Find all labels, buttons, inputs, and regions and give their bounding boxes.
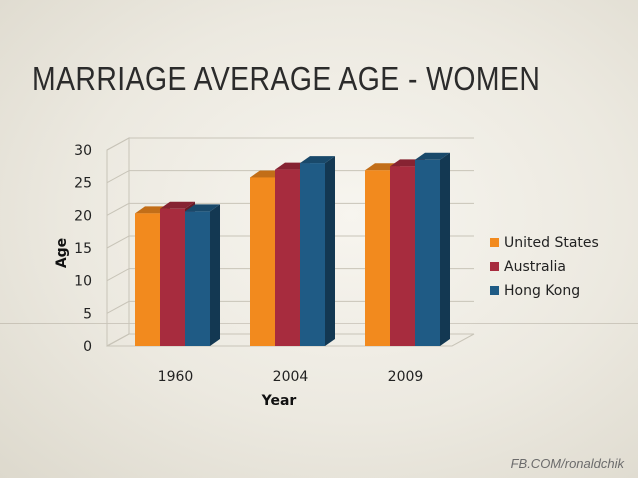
gridline-diagonal [106,300,130,314]
gridline-diagonal [106,268,130,282]
legend-swatch [490,286,499,295]
bar-side [325,156,335,346]
bar [250,177,275,346]
bar-top [300,156,335,164]
gridline-diagonal [106,333,130,347]
bar [135,213,160,346]
chart-axis-ticks: 0 5 10 15 20 25 30 1960 2004 2009 [74,143,423,385]
chart-legend: United States Australia Hong Kong [490,235,599,299]
y-tick-label: 20 [74,208,92,224]
x-tick-label: 2004 [273,369,309,385]
bar-side [440,152,450,346]
slide-title: MARRIAGE AVERAGE AGE - WOMEN [32,60,541,97]
y-tick-label: 5 [83,306,92,322]
legend-swatch [490,262,499,271]
gridline-diagonal [106,235,130,249]
y-tick-label: 10 [74,274,92,290]
y-tick-label: 15 [74,241,92,257]
credit-text: FB.COM/ronaldchik [510,456,624,471]
gridline-diagonal [106,137,130,151]
bar [415,159,440,346]
bar [390,166,415,346]
legend-label: Hong Kong [504,283,580,299]
y-tick-label: 25 [74,176,92,192]
bar [365,170,390,346]
legend-swatch [490,238,499,247]
bar [160,208,185,346]
legend-label: United States [504,235,599,251]
bar [185,211,210,346]
gridline-diagonal [106,202,130,216]
bar [300,163,325,346]
y-axis-title: Age [54,238,70,268]
chart-bars [135,152,450,346]
x-tick-label: 1960 [158,369,194,385]
bar-top [185,204,220,212]
x-axis-title: Year [261,393,297,409]
y-tick-label: 30 [74,143,92,159]
bar-side [210,204,220,346]
bar-top [415,152,450,160]
x-tick-label: 2009 [388,369,424,385]
bar-top [160,201,195,209]
bar [275,169,300,346]
y-tick-label: 0 [83,339,92,355]
gridline-diagonal [106,170,130,184]
legend-label: Australia [504,259,566,275]
